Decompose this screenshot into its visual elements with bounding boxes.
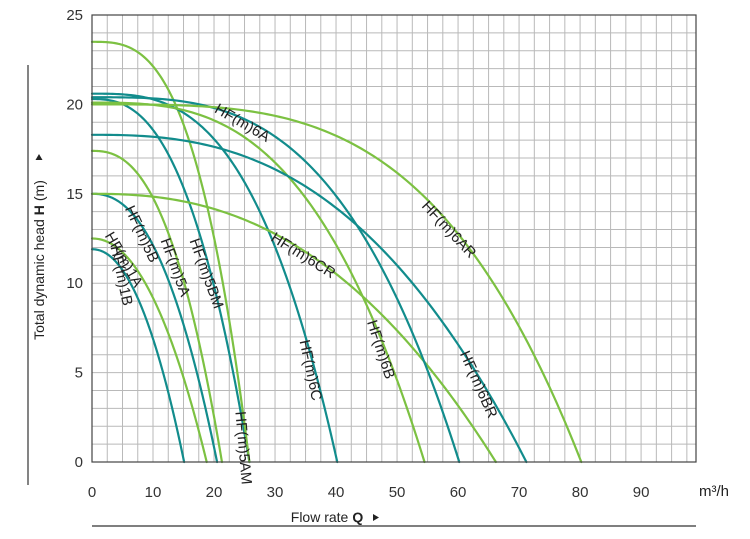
x-tick-label: 70: [511, 484, 528, 501]
x-tick-label: 20: [206, 484, 223, 501]
curve-hf-m-5a: [90, 149, 224, 464]
curve-hf-m-6cr: [90, 192, 497, 464]
curve-hf-m-6ar: [90, 103, 583, 464]
y-tick-label: 25: [66, 7, 83, 24]
curve-label-hf-m-5am: HF(m)5AM: [231, 411, 254, 486]
x-tick-label: 90: [633, 484, 650, 501]
x-tick-labels: 0 10 20 30 40 50 60 70 80 90: [88, 484, 650, 501]
curve-hf-m-5am: [90, 40, 251, 464]
x-tick-label: 10: [145, 484, 162, 501]
y-tick-label: 5: [75, 365, 83, 382]
x-axis-arrow-icon: [373, 514, 379, 521]
plot-frame: [91, 14, 697, 463]
curve-hf-m-6c: [90, 92, 339, 464]
curve-label-hf-m-6br: HF(m)6BR: [456, 348, 501, 421]
x-tick-label: 0: [88, 484, 96, 501]
curve-hf-m-1a: [90, 237, 208, 464]
y-tick-label: 0: [75, 454, 83, 471]
curve-hf-m-6br: [90, 133, 528, 464]
y-tick-labels: 0 5 10 15 20 25: [66, 7, 83, 471]
x-unit-text: m³/h: [699, 483, 729, 500]
y-axis-title: Total dynamic head H (m): [31, 180, 47, 340]
x-tick-label: 60: [450, 484, 467, 501]
x-axis-title-text: Flow rate: [291, 509, 349, 525]
grid: [91, 14, 696, 463]
curves: [90, 40, 583, 464]
x-axis-title: Flow rate Q: [291, 509, 364, 525]
y-axis-unit: (m): [31, 180, 47, 201]
y-tick-label: 10: [66, 275, 83, 292]
x-tick-label: 50: [389, 484, 406, 501]
y-axis-symbol: H: [31, 205, 47, 215]
y-axis-title-text: Total dynamic head: [31, 219, 47, 340]
x-axis-symbol: Q: [352, 509, 363, 525]
curve-hf-m-1b: [90, 248, 186, 464]
x-tick-label: 30: [267, 484, 284, 501]
curve-hf-m-6a: [90, 96, 461, 464]
curve-hf-m-5b: [90, 192, 219, 464]
y-tick-label: 15: [66, 186, 83, 203]
x-unit-label: m³/h: [699, 483, 729, 500]
y-axis-arrow-icon: [35, 154, 43, 160]
x-tick-label: 40: [328, 484, 345, 501]
x-tick-label: 80: [572, 484, 589, 501]
y-tick-label: 20: [66, 96, 83, 113]
